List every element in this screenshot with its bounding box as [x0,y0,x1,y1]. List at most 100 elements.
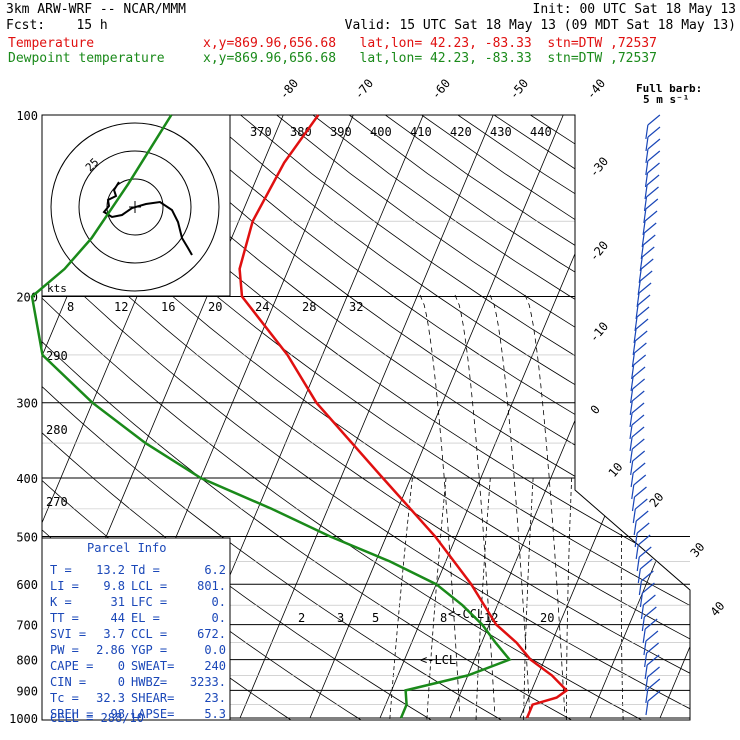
wind-barb-flag [632,462,646,474]
valid-time: Valid: 15 UTC Sat 18 May 13 (09 MDT Sat … [344,18,736,33]
wind-barb-staff [645,136,649,152]
wind-barb [637,270,653,296]
mixing-lower-label-20: 20 [540,611,554,625]
parcel-info-panel: Parcel Info T = 13.2 Td = 6.2 LI = 9.8 LCL = 80… [41,537,231,725]
pressure-label-500: 500 [16,530,38,544]
wind-barb-staff [637,280,641,296]
isotherm--100 [0,115,3,718]
wind-barb-flag [640,570,654,582]
pressure-label-1000: 1000 [9,712,38,726]
wind-barb-staff [640,604,644,620]
moist-curve-28 [489,294,531,716]
mixing-ratio-lower-labels: 2 3 5 8 12 20 [298,611,554,625]
wind-barb [637,558,653,584]
mixing-lower-label-2: 2 [298,611,305,625]
hodograph-trace [102,181,193,256]
wind-barb [629,390,645,416]
dry-adiabat-420 [312,115,690,720]
temp-tick--40: -40 [584,76,609,102]
mixing-ratio-3 [425,477,447,720]
wind-barb [633,510,649,536]
isotherm-0 [449,115,690,719]
wind-barb [629,414,645,440]
pressure-label-400: 400 [16,472,38,486]
parcel-value: 44 [111,611,125,625]
wind-barb-flag [631,438,645,450]
wind-barb-flag [631,414,645,426]
wind-barb-staff [638,268,642,284]
temp-tick-40: 40 [708,599,728,619]
wind-barb-staff [630,376,634,392]
wind-barb [630,462,646,488]
parcel-label: LFC = [131,595,167,609]
temperature-location: x,y=869.96,656.68 lat,lon= 42.23, -83.33… [203,36,657,51]
wind-barb [643,630,659,656]
init-time: Init: 00 UTC Sat 18 May 13 [532,2,737,17]
wind-barb-flag [647,126,661,138]
wind-barb-staff [638,580,642,596]
hodograph-ring-outer [78,150,192,264]
wind-barb [642,210,658,236]
parcel-value: 23. [204,691,226,705]
mixing-upper-label-16: 16 [161,300,175,314]
dry-adiabat-340 [42,115,690,720]
parcel-value: 672. [197,627,226,641]
wind-barb-staff [645,688,649,704]
wind-barb [639,246,655,272]
parcel-value: 9.8 [103,579,125,593]
parcel-label: LI = [50,579,79,593]
wind-barb [643,198,659,224]
wind-barb-flag [632,378,645,390]
mixing-lower-label-3: 3 [337,611,344,625]
wind-barb-staff [644,664,648,680]
mixing-upper-label-32: 32 [349,300,363,314]
wind-barb [633,318,649,344]
wind-barb-flag [638,546,652,558]
mixing-upper-label-28: 28 [302,300,316,314]
wind-barb [641,606,657,632]
wind-barb-flag [644,618,658,630]
wind-barb-flag [642,234,656,246]
parcel-label: SWEAT= [131,659,174,673]
theta-low-label-270: 270 [46,495,68,509]
hodograph: 25 kts [41,114,231,297]
wind-barb-flag [646,654,660,666]
isotherm-40 [730,115,740,718]
parcel-label: T = [50,563,72,577]
temp-tick--20: -20 [587,238,612,264]
wind-barb-flag [636,522,650,534]
isotherm--20 [309,115,564,719]
parcel-label: PW = [50,643,79,657]
dry-adiabat-360 [95,115,690,720]
parcel-value: 0 [118,675,125,689]
temp-tick--70: -70 [352,76,377,102]
wind-barb-flag [633,354,647,366]
parcel-label: LCL = [131,579,167,593]
full-barb-label: Full barb: [636,82,702,95]
parcel-value: 13.2 [96,563,125,577]
parcel-label: K = [50,595,72,609]
dry-adiabat-390 [204,115,690,720]
cell-motion: CELL = 288/10 [50,711,144,725]
wind-barb [645,150,661,176]
wind-barb-flag [634,486,647,498]
wind-barb-staff [629,424,633,440]
wind-barb-flag [638,282,652,294]
wind-barb-staff [641,616,645,632]
wind-barb [634,522,650,548]
wind-barb-flag [631,426,645,438]
moist-curve-24 [454,294,496,716]
wind-barb-staff [636,556,640,572]
dry-adiabat-280 [42,115,521,720]
theta-label-380: 380 [290,125,312,139]
wind-barb-staff [644,172,649,188]
wind-barb-staff [641,232,645,248]
parcel-label: LAPSE= [131,707,174,721]
parcel-label: SVI = [50,627,86,641]
pressure-label-100: 100 [16,109,38,123]
temp-tick-0: 0 [588,402,603,417]
wind-barb-staff [644,676,649,692]
wind-barb [645,138,661,164]
wind-barb-staff [634,532,638,548]
wind-barb-flag [632,450,646,462]
